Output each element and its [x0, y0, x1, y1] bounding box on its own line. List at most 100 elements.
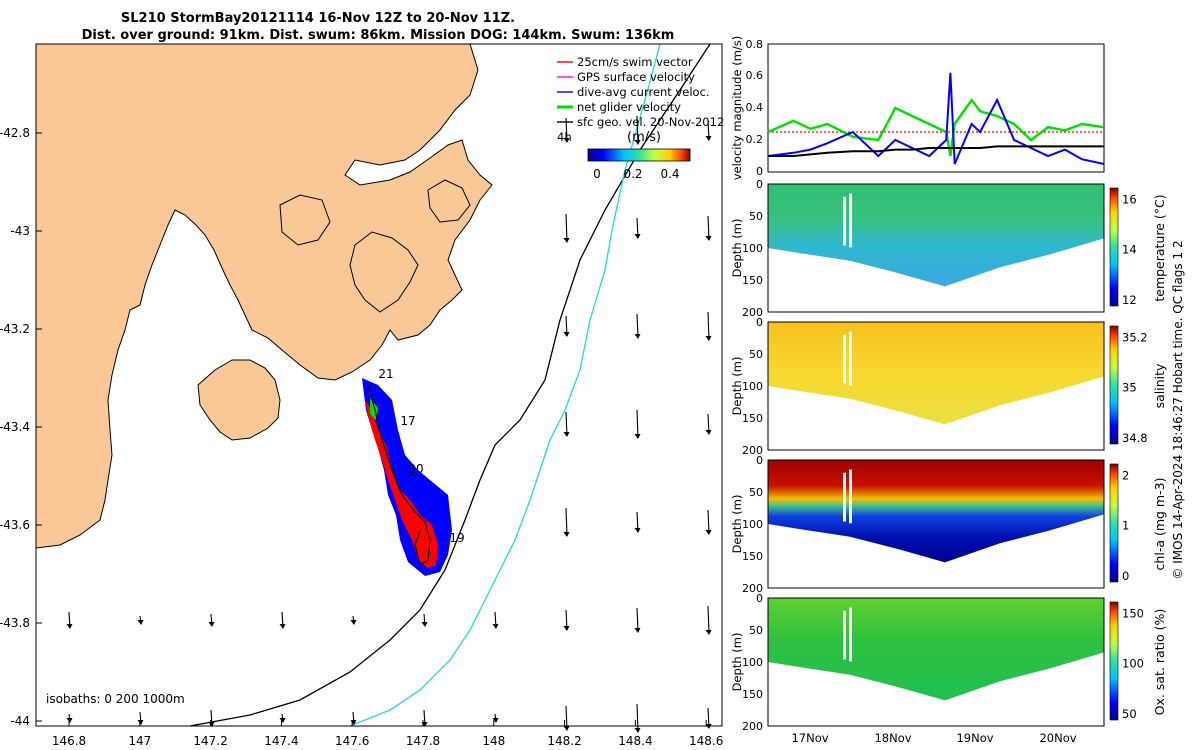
- lon-tick: 147.6: [335, 734, 369, 748]
- current-arrow: [208, 709, 215, 727]
- series-line: [768, 145, 1104, 157]
- lon-tick: 148.6: [689, 734, 723, 748]
- ytick: 50: [749, 624, 763, 637]
- footer-credit: © IMOS 14-Apr-2024 18:46:27 Hobart time.…: [1171, 240, 1185, 579]
- section-panel-3: Depth (m) 0 50 100 150 200 0 1 2 chl-a (mg m-3): [730, 454, 1167, 595]
- velocity-panel: velocity magnitude (m/s) 0 0.2 0.4 0.6 0…: [730, 36, 1105, 181]
- isobath-200m: [189, 43, 711, 727]
- ytick: 200: [742, 582, 763, 595]
- ytick: 150: [742, 274, 763, 287]
- lon-tick: 148.2: [547, 734, 581, 748]
- current-arrow: [705, 413, 712, 435]
- day-label: 21: [378, 367, 393, 381]
- map-panel: 21 17 20 19 146.8 147 147.2 147.4 147.6 147.8…: [0, 43, 724, 748]
- ytick: 0.2: [746, 133, 764, 146]
- legend-item: dive-avg current veloc.: [577, 85, 710, 99]
- ytick: 0: [756, 165, 763, 178]
- current-arrow: [705, 509, 712, 535]
- depth-label: Depth (m): [730, 495, 744, 554]
- latitude-axis: -42.8 -43 -43.2 -43.4 -43.6 -43.8 -44: [0, 126, 42, 728]
- current-arrow: [208, 613, 215, 627]
- lon-tick: 147.4: [264, 734, 298, 748]
- current-arrow: [634, 703, 641, 733]
- cbar-tick: 35: [1122, 381, 1137, 395]
- section-colorbar: [1109, 601, 1119, 721]
- time-tick: 17Nov: [791, 731, 828, 745]
- cbar-tick: 2: [1122, 468, 1129, 482]
- current-arrow: [634, 115, 641, 145]
- day-label: 17: [400, 414, 415, 428]
- island-land: [427, 179, 471, 223]
- speed-colorbar: [587, 148, 691, 162]
- peninsula-land: [197, 359, 281, 441]
- current-arrow: [350, 615, 357, 625]
- cbar-tick: 35.2: [1122, 330, 1148, 344]
- cbar-tick: 14: [1122, 243, 1137, 257]
- cbar-tick: 34.8: [1122, 431, 1148, 445]
- island-land: [349, 231, 419, 313]
- isobath-note: isobaths: 0 200 1000m: [46, 692, 185, 706]
- cbar-label: temperature (°C): [1152, 194, 1167, 301]
- lat-tick: -42.8: [0, 126, 30, 140]
- island-land: [279, 194, 331, 246]
- cbar-label: chl-a (mg m-3): [1152, 478, 1167, 571]
- current-arrow: [563, 411, 570, 437]
- lon-tick: 148: [482, 734, 505, 748]
- lat-tick: -43.6: [0, 518, 30, 532]
- lat-tick: -43.8: [0, 616, 30, 630]
- current-arrow: [705, 215, 712, 241]
- current-arrow: [634, 313, 641, 339]
- ytick: 0: [756, 316, 763, 329]
- cbar-tick: 100: [1122, 657, 1144, 671]
- current-arrow: [563, 315, 570, 337]
- section-colorbar: [1109, 463, 1119, 583]
- section-panel-1: Depth (m) 0 50 100 150 200 12 14 16 temperature (…: [730, 178, 1167, 319]
- ytick: 100: [742, 242, 763, 255]
- title-line1: SL210 StormBay20121114 16-Nov 12Z to 20-…: [121, 11, 515, 26]
- current-arrow: [634, 511, 641, 533]
- time-tick: 18Nov: [874, 731, 911, 745]
- current-arrow: [705, 311, 712, 341]
- cbar-tick: 0: [1122, 569, 1129, 583]
- colorbar-title: (m/s): [627, 130, 661, 145]
- ytick: 0: [756, 178, 763, 191]
- lon-tick: 147: [128, 734, 151, 748]
- series-line: [767, 97, 1105, 157]
- time-tick: 20Nov: [1039, 731, 1076, 745]
- lat-tick: -43: [10, 224, 30, 238]
- land-mass: [36, 44, 493, 549]
- day-label: 19: [449, 531, 464, 545]
- ytick: 150: [742, 412, 763, 425]
- lon-tick: 147.8: [406, 734, 440, 748]
- current-arrow: [705, 119, 712, 141]
- current-arrow: [563, 609, 570, 631]
- legend-item: sfc geo. vel. 20-Nov-2012: [577, 115, 724, 129]
- longitude-axis: 146.8 147 147.2 147.4 147.6 147.8 148 148.2 148.…: [52, 720, 723, 748]
- cbar-tick: 12: [1122, 293, 1137, 307]
- title-line2: Dist. over ground: 91km. Dist. swum: 86k…: [82, 28, 675, 43]
- lon-tick: 146.8: [52, 734, 86, 748]
- ytick: 0.4: [746, 101, 764, 114]
- colorbar-tick: 0: [593, 167, 601, 181]
- depth-label: Depth (m): [730, 633, 744, 692]
- cbar-tick: 150: [1122, 606, 1144, 620]
- ytick: 100: [742, 380, 763, 393]
- velocity-ylabel: velocity magnitude (m/s): [730, 36, 744, 181]
- ytick: 50: [749, 486, 763, 499]
- cbar-tick: 16: [1122, 192, 1137, 206]
- colorbar-tick: 0.2: [623, 167, 642, 181]
- ytick: 200: [742, 444, 763, 457]
- ytick: 0.8: [746, 38, 764, 51]
- section-panel-2: Depth (m) 0 50 100 150 200 34.8 35 35.2 salinity: [730, 316, 1167, 457]
- cbar-label: Ox. sat. ratio (%): [1152, 609, 1167, 716]
- current-arrow: [563, 213, 570, 243]
- cbar-tick: 50: [1122, 707, 1137, 721]
- colorbar-tick: 0.4: [660, 167, 679, 181]
- cbar-tick: 1: [1122, 519, 1129, 533]
- lat-tick: -43.4: [0, 420, 30, 434]
- ytick: 100: [742, 518, 763, 531]
- depth-label: Depth (m): [730, 219, 744, 278]
- current-arrow: [634, 409, 641, 439]
- ytick: 0: [756, 454, 763, 467]
- section-panel-4: Depth (m) 0 50 100 150 200 50 100 150 Ox. sat. ra…: [730, 592, 1167, 733]
